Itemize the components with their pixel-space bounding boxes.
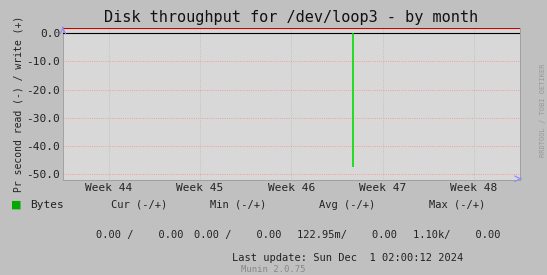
Text: 0.00 /    0.00: 0.00 / 0.00 xyxy=(194,230,282,240)
Text: Last update: Sun Dec  1 02:00:12 2024: Last update: Sun Dec 1 02:00:12 2024 xyxy=(232,253,463,263)
Text: 122.95m/    0.00: 122.95m/ 0.00 xyxy=(298,230,397,240)
Title: Disk throughput for /dev/loop3 - by month: Disk throughput for /dev/loop3 - by mont… xyxy=(104,10,478,25)
Y-axis label: Pr second read (-) / write (+): Pr second read (-) / write (+) xyxy=(14,16,24,192)
Text: Munin 2.0.75: Munin 2.0.75 xyxy=(241,265,306,274)
Text: Max (-/+): Max (-/+) xyxy=(429,200,485,210)
Text: RRDTOOL / TOBI OETIKER: RRDTOOL / TOBI OETIKER xyxy=(540,63,546,157)
Text: ■: ■ xyxy=(11,200,21,210)
Text: Cur (-/+): Cur (-/+) xyxy=(112,200,167,210)
Text: 0.00 /    0.00: 0.00 / 0.00 xyxy=(96,230,183,240)
Text: 1.10k/    0.00: 1.10k/ 0.00 xyxy=(413,230,501,240)
Text: Bytes: Bytes xyxy=(30,200,64,210)
Text: Avg (-/+): Avg (-/+) xyxy=(319,200,375,210)
Text: Min (-/+): Min (-/+) xyxy=(210,200,266,210)
